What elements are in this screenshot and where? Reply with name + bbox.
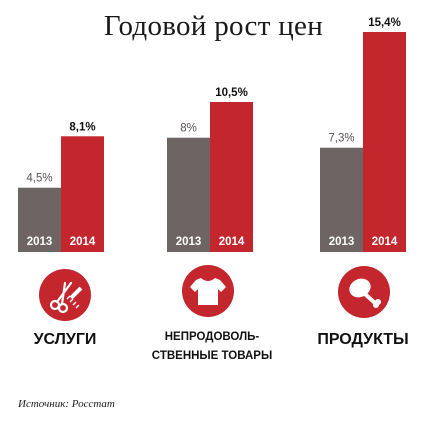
bar-year-label: 2014 [70, 236, 96, 248]
source-note: Источник: Росстат [18, 398, 115, 410]
bar-year-label: 2013 [27, 236, 53, 248]
bar-2014-1 [210, 102, 253, 252]
bar-year-label: 2013 [329, 236, 355, 248]
bar-year-label: 2014 [219, 236, 245, 248]
bar-year-label: 2013 [176, 236, 202, 248]
category-label-services: УСЛУГИ [33, 331, 97, 348]
scissors-comb-icon [39, 269, 91, 321]
bar-2014-2 [363, 32, 406, 252]
bar-year-label: 2014 [372, 236, 398, 248]
bar-value-label: 8,1% [69, 121, 95, 133]
bar-value-label: 15,4% [368, 17, 401, 29]
bar-value-label: 7,3% [328, 133, 354, 145]
bar-value-label: 4,5% [26, 173, 52, 185]
bar-value-label: 8% [180, 123, 197, 135]
tshirt-icon [182, 265, 234, 317]
bar-value-label: 10,5% [215, 87, 248, 99]
category-label-goods: НЕПРОДОВОЛЬ- СТВЕННЫЕ ТОВАРЫ [142, 328, 282, 366]
chart-title: Годовой рост цен [103, 10, 324, 42]
bar-2014-0 [61, 136, 104, 252]
bar-2013-2 [320, 147, 363, 252]
bar-2013-1 [167, 137, 210, 252]
chicken-leg-icon [338, 266, 390, 318]
bar-2013-0 [18, 187, 61, 252]
category-label-goods-line2: СТВЕННЫЕ ТОВАРЫ [151, 350, 273, 362]
category-label-food: ПРОДУКТЫ [317, 331, 409, 348]
category-label-goods-line1: НЕПРОДОВОЛЬ- [164, 331, 260, 343]
